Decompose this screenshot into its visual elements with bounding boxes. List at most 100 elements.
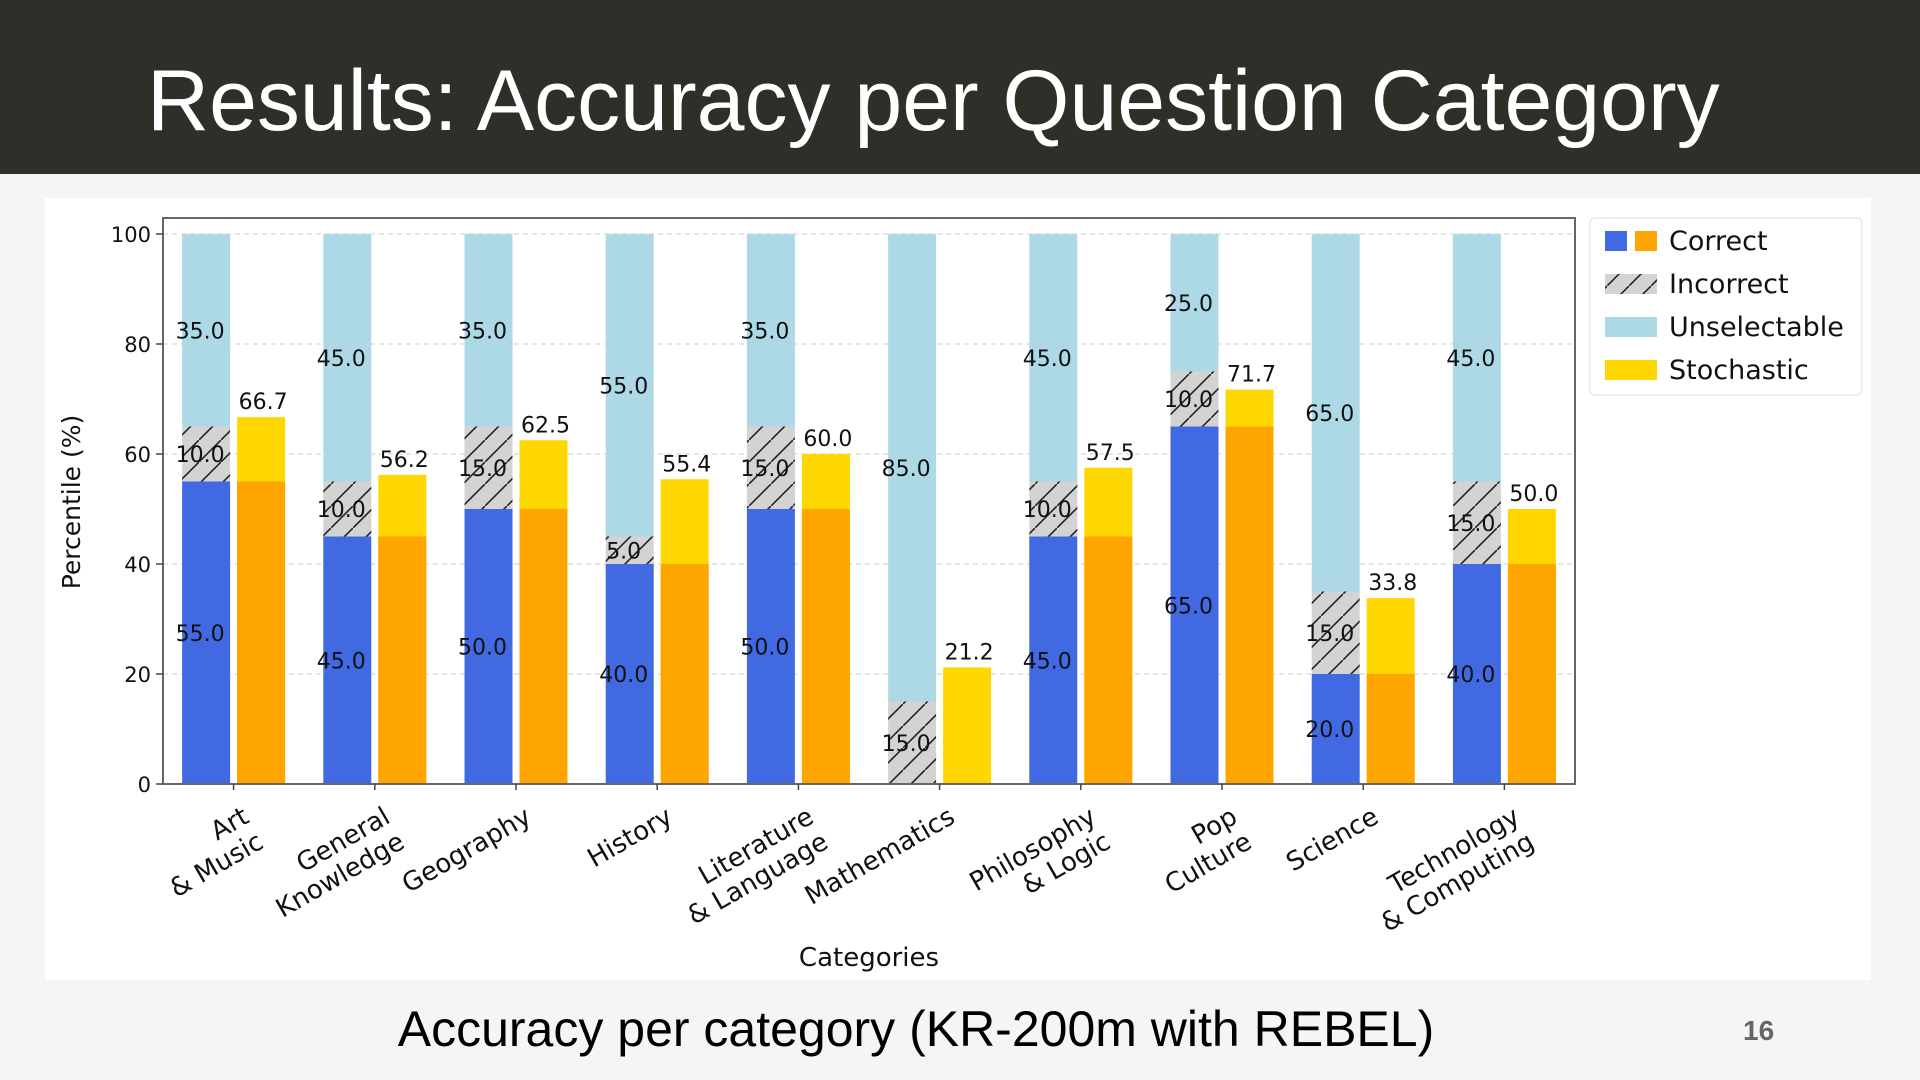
bar-correct [1311,674,1360,784]
label-unselectable: 85.0 [882,457,931,482]
bar-incorrect [1170,371,1219,427]
label-unselectable: 25.0 [1164,292,1213,317]
label-stochastic: 60.0 [803,427,852,452]
bar-correct-orange [378,536,427,784]
bars [182,234,1556,784]
label-stochastic: 55.4 [662,452,711,477]
bar-stochastic [943,667,992,784]
label-incorrect: 15.0 [458,457,507,482]
bar-unselectable [888,234,937,702]
x-tick-label: Philosophy& Logic [965,802,1116,901]
bar-chart: 55.0 10.0 35.0 66.7 45.0 10.0 45.0 56.2 50.0 15.0… [57,217,1863,973]
slide-caption: Accuracy per category (KR-200m with REBE… [397,1001,1435,1057]
y-tick-label: 100 [111,223,151,247]
bar-unselectable [1311,234,1360,592]
label-stochastic: 57.5 [1086,441,1135,466]
page-number: 16 [1743,1015,1775,1046]
label-stochastic: 71.7 [1227,363,1276,388]
x-tick-label-line: History [583,802,678,874]
legend-correct-swatch [1635,231,1657,251]
bar-unselectable [605,234,654,537]
bar-correct-orange [1084,536,1133,784]
bar-unselectable [746,234,795,427]
bar-correct [605,564,654,784]
y-tick-label: 40 [124,553,151,577]
bar-correct-orange [801,509,850,784]
label-incorrect: 10.0 [317,498,366,523]
chart-panel: 55.0 10.0 35.0 66.7 45.0 10.0 45.0 56.2 50.0 15.0… [45,198,1871,980]
bar-incorrect [746,426,795,509]
bar-unselectable [1170,234,1219,372]
label-stochastic: 33.8 [1368,571,1417,596]
legend-unselectable-label: Unselectable [1669,312,1844,343]
label-stochastic: 56.2 [380,448,429,473]
legend-incorrect-swatch [1605,274,1657,294]
bar-unselectable [323,234,372,482]
label-unselectable: 45.0 [1446,347,1495,372]
legend-correct-swatch [1605,231,1627,251]
label-unselectable: 55.0 [599,374,648,399]
label-unselectable: 45.0 [317,347,366,372]
legend-stochastic-swatch [1605,360,1657,380]
bar-incorrect [605,536,654,564]
bar-unselectable [464,234,513,427]
label-unselectable: 35.0 [176,319,225,344]
label-incorrect: 5.0 [606,539,641,564]
legend-correct-label: Correct [1669,226,1768,257]
slide-header: Results: Accuracy per Question Category [0,0,1920,174]
bar-correct [464,509,513,784]
label-correct: 50.0 [458,636,507,661]
legend: Correct Incorrect Unselectable Stochastic [1589,217,1863,396]
label-correct: 20.0 [1305,718,1354,743]
bar-correct-orange [237,481,286,784]
bar-correct-orange [1507,564,1556,784]
y-tick-label: 0 [138,773,151,797]
x-axis-label: Categories [799,943,939,973]
label-incorrect: 10.0 [1023,498,1072,523]
label-unselectable: 35.0 [458,319,507,344]
bar-correct [1029,536,1078,784]
y-axis-ticks: 0 20 40 60 80 100 [111,223,163,797]
label-stochastic: 62.5 [521,413,570,438]
x-tick-label: Technology& Computing [1376,802,1539,939]
bar-correct [323,536,372,784]
label-incorrect: 15.0 [740,457,789,482]
x-tick-label: History [583,802,678,874]
label-incorrect: 15.0 [882,732,931,757]
legend-stochastic-label: Stochastic [1669,355,1809,386]
label-correct: 50.0 [740,636,789,661]
gridlines [163,233,1575,785]
value-labels: 55.0 10.0 35.0 66.7 45.0 10.0 45.0 56.2 50.0 15.0… [176,292,1559,757]
bar-correct [746,509,795,784]
bar-correct-orange [519,509,568,784]
bar-correct-orange [1366,674,1415,784]
label-correct: 55.0 [176,622,225,647]
bar-correct-orange [1225,426,1274,784]
label-correct: 45.0 [1023,649,1072,674]
bar-incorrect [182,426,231,482]
label-incorrect: 15.0 [1305,622,1354,647]
label-unselectable: 65.0 [1305,402,1354,427]
label-correct: 40.0 [1446,663,1495,688]
x-tick-label: Art& Music [165,802,269,904]
legend-incorrect-label: Incorrect [1669,269,1789,300]
label-incorrect: 10.0 [176,443,225,468]
label-incorrect: 10.0 [1164,388,1213,413]
bar-incorrect [888,701,937,784]
bar-incorrect [1029,481,1078,537]
bar-incorrect [1452,481,1501,564]
x-tick-label-line: Science [1281,802,1383,878]
y-axis-label: Percentile (%) [57,415,86,590]
bar-incorrect [464,426,513,509]
label-stochastic: 50.0 [1509,482,1558,507]
y-tick-label: 20 [124,663,151,687]
label-unselectable: 35.0 [740,319,789,344]
axes-frame [162,217,1576,785]
x-tick-label-line: Geography [397,802,536,900]
y-tick-label: 80 [124,333,151,357]
label-stochastic: 66.7 [239,390,288,415]
slide-title: Results: Accuracy per Question Category [147,53,1720,149]
